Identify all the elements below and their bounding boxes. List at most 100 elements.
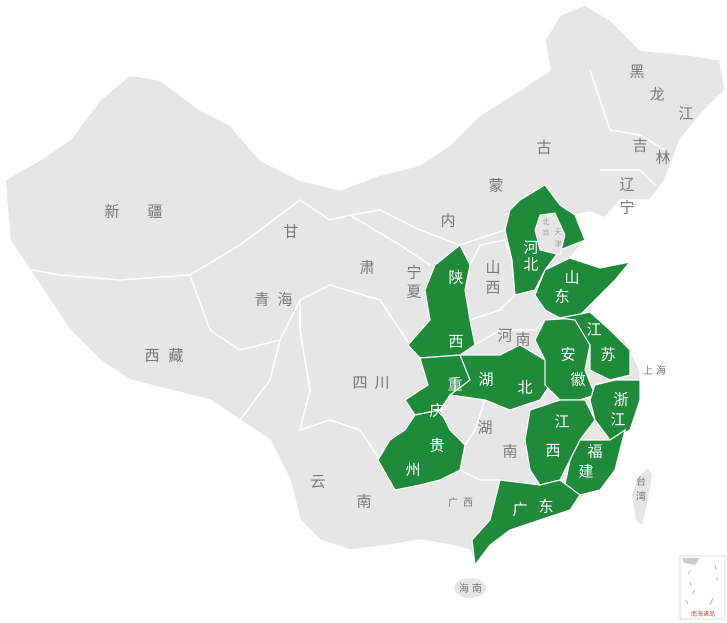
province-label: 湖北 [478, 371, 532, 397]
province-label-char: 西 [485, 279, 500, 297]
province-label-char: 海 [459, 582, 469, 595]
province-label: 海南 [459, 582, 482, 595]
province-label: 新疆 [104, 203, 162, 221]
province-label: 上海 [643, 364, 666, 377]
province-label-char: 西 [144, 347, 159, 365]
china-base-outline [4, 4, 726, 567]
province-label-char: 西 [545, 442, 560, 460]
inset-label: 南海诸岛 [691, 610, 715, 618]
province-label: 宁夏 [406, 264, 421, 301]
province-label-char: 东 [538, 498, 553, 516]
province-label: 台湾 [636, 475, 646, 503]
province-label: 青海 [254, 291, 292, 309]
province-label: 安徽 [560, 346, 585, 389]
province-label-char: 北 [543, 218, 550, 226]
province-label-char: 北 [523, 256, 538, 274]
province-label-char: 重 [447, 376, 462, 394]
province-label-char: 海 [656, 364, 666, 377]
province-label-char: 宁 [619, 199, 634, 217]
province-label-char: 黑 [629, 63, 644, 81]
province-label-char: 江 [554, 413, 569, 431]
province-label-char: 肃 [359, 259, 374, 277]
province-label: 吉林 [632, 137, 670, 167]
province-label-char: 福 [587, 443, 602, 461]
province-shape-highlighted[interactable] [471, 479, 581, 567]
province-label: 浙江 [610, 391, 628, 429]
province-label: 江苏 [586, 321, 615, 364]
province-label-char: 庆 [429, 402, 444, 420]
province-label-char: 州 [405, 461, 420, 479]
province-label: 贵州 [405, 437, 444, 479]
province-label-char: 江 [586, 321, 601, 339]
province-shape-highlighted[interactable] [448, 344, 551, 411]
province-label-char: 甘 [283, 223, 298, 241]
province-label: 云南 [310, 473, 371, 511]
province-label-char: 疆 [147, 203, 162, 221]
province-label: 河南 [497, 327, 530, 349]
province-label-char: 江 [610, 411, 625, 429]
province-label-char: 苏 [600, 346, 615, 364]
province-label: 西藏 [144, 347, 183, 365]
province-label-char: 建 [578, 463, 593, 481]
province-label-char: 湾 [636, 490, 646, 503]
province-label-char: 新 [104, 203, 119, 221]
province-label: 重庆 [429, 376, 462, 420]
province-label-char: 吉 [632, 137, 647, 155]
province-label: 湖南 [477, 419, 517, 461]
province-shape-highlighted[interactable] [407, 244, 476, 359]
province-label-char: 河 [497, 327, 512, 345]
province-label: 四川 [352, 374, 389, 392]
province-label: 广西 [448, 497, 473, 509]
province-label: 福建 [578, 443, 602, 481]
province-label-char: 北 [517, 379, 532, 397]
province-label-char: 川 [374, 374, 389, 392]
province-shapes: 南海诸岛 [4, 4, 726, 620]
province-label-char: 古 [536, 139, 551, 157]
taiwan-shape [632, 468, 652, 525]
province-label: 黑龙江 [629, 63, 693, 123]
province-label-char: 四 [352, 374, 367, 392]
province-shape-highlighted[interactable] [534, 257, 632, 319]
province-label: 天津 [555, 228, 562, 248]
province-label-char: 广 [512, 501, 527, 519]
province-label-char: 江 [678, 105, 693, 123]
province-label-char: 海 [277, 291, 292, 309]
province-label-char: 内 [440, 212, 455, 230]
province-label-char: 浙 [613, 391, 628, 409]
province-shape-highlighted[interactable] [589, 379, 641, 441]
south-china-sea-inset: 南海诸岛 [679, 555, 726, 620]
province-label-char: 上 [643, 365, 653, 377]
province-label-char: 湖 [478, 371, 493, 389]
province-label-char: 京 [543, 228, 550, 237]
province-label-char: 河 [523, 239, 538, 257]
province-label-char: 贵 [429, 437, 444, 455]
province-label: 辽宁 [619, 176, 634, 217]
province-label-char: 西 [448, 333, 463, 351]
beijing-tianjin-shape [534, 212, 566, 256]
province-label-char: 安 [560, 346, 575, 364]
province-labels: 新疆西 藏青 海甘肃内蒙古黑龙江吉林辽宁宁夏山西河 南四 川云南广西湖南海 南台湾上 海北京… [104, 63, 693, 596]
province-label: 山西 [485, 259, 500, 297]
province-label-char: 辽 [619, 176, 634, 194]
province-label: 北京 [543, 218, 550, 237]
province-label-char: 龙 [649, 86, 664, 104]
province-label-char: 南 [515, 331, 530, 349]
province-label-char: 徽 [570, 371, 585, 389]
province-shape-highlighted[interactable] [377, 409, 466, 491]
province-label: 河北 [523, 239, 538, 274]
province-shape-highlighted[interactable] [559, 311, 631, 381]
province-label-char: 南 [356, 493, 371, 511]
province-label-char: 津 [555, 240, 562, 248]
province-label-char: 东 [554, 288, 569, 306]
province-label-char: 藏 [168, 347, 183, 365]
province-label-char: 山 [564, 269, 579, 287]
province-label-char: 南 [472, 582, 482, 595]
province-label-char: 山 [485, 259, 500, 277]
province-label-char: 林 [655, 149, 670, 167]
province-label: 江西 [545, 413, 569, 460]
province-label: 甘肃 [283, 223, 374, 277]
hainan-shape [454, 578, 486, 598]
province-label-char: 青 [254, 291, 269, 309]
province-shape-highlighted[interactable] [564, 428, 626, 496]
